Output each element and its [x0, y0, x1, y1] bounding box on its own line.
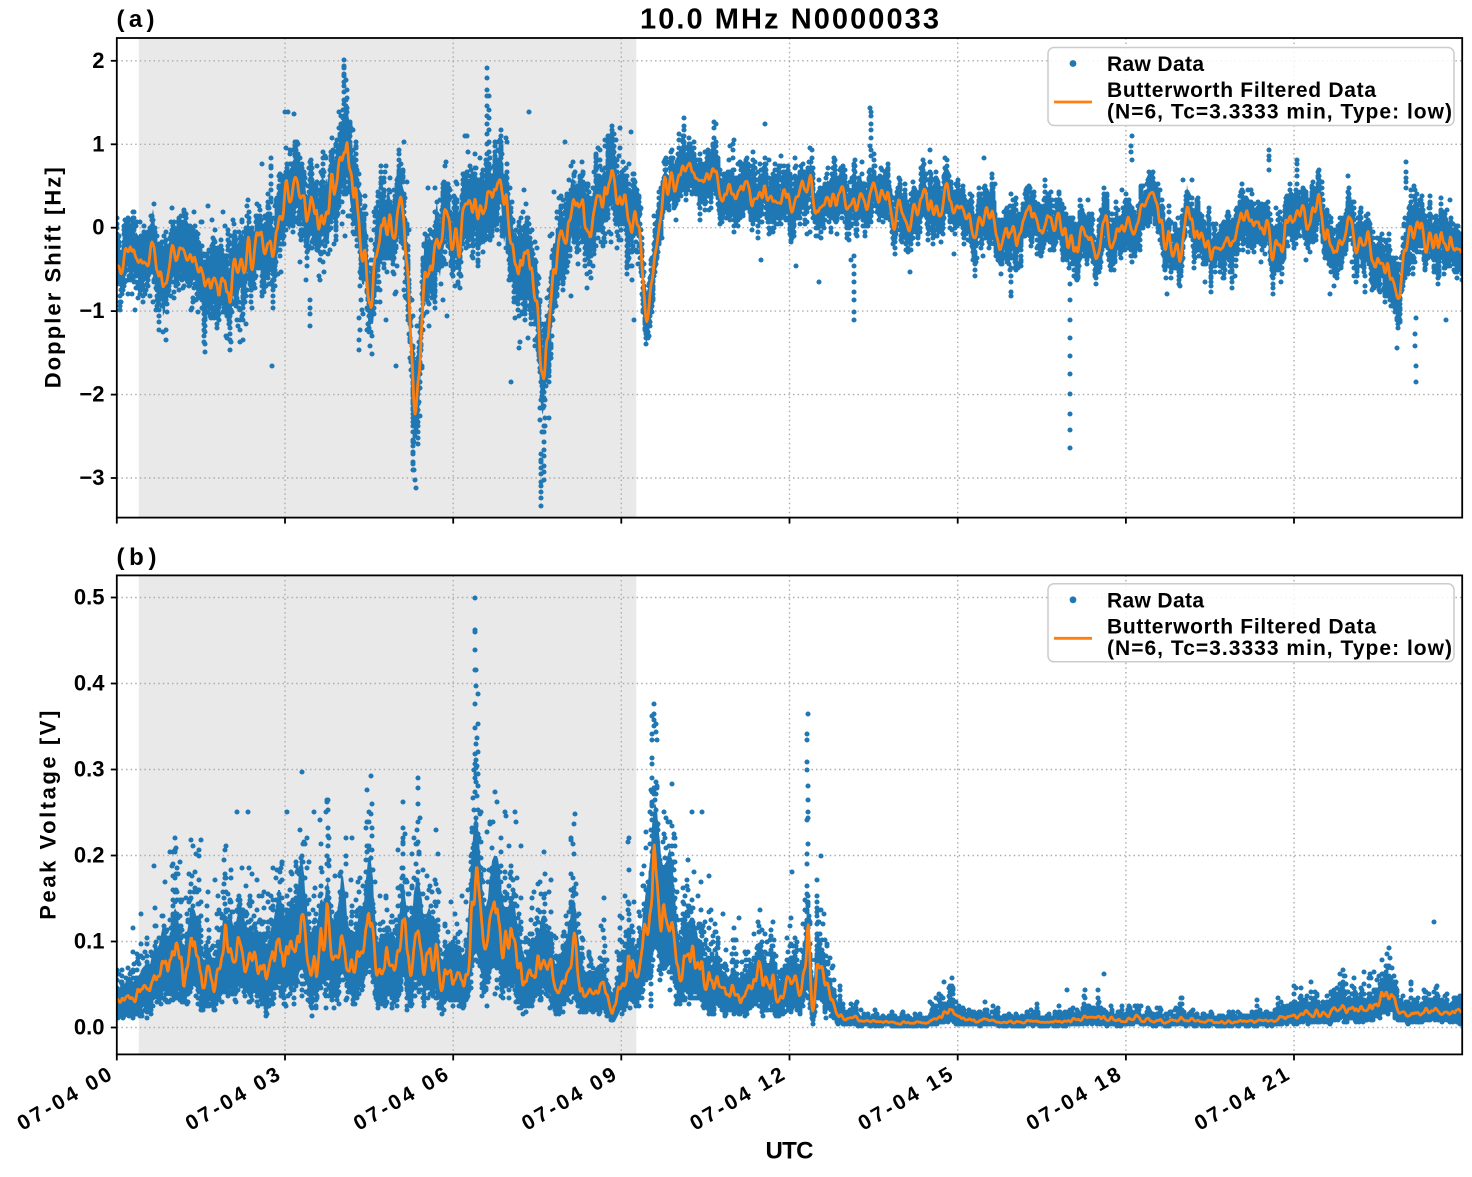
svg-text:2: 2 — [92, 48, 104, 73]
svg-text:−3: −3 — [79, 465, 104, 490]
svg-text:0.3: 0.3 — [74, 757, 105, 782]
svg-text:0.2: 0.2 — [74, 843, 105, 868]
svg-text:0.4: 0.4 — [74, 671, 105, 696]
svg-text:(N=6, Tc=3.3333 min, Type: low: (N=6, Tc=3.3333 min, Type: low) — [1107, 101, 1452, 124]
svg-text:Raw Data: Raw Data — [1107, 589, 1204, 612]
svg-text:Doppler Shift [Hz]: Doppler Shift [Hz] — [40, 167, 65, 388]
svg-text:0.5: 0.5 — [74, 585, 105, 610]
svg-text:Butterworth Filtered Data: Butterworth Filtered Data — [1107, 79, 1376, 102]
svg-text:0: 0 — [92, 215, 104, 240]
svg-text:Raw Data: Raw Data — [1107, 53, 1204, 76]
svg-text:1: 1 — [92, 131, 104, 156]
svg-text:(a): (a) — [117, 6, 155, 33]
svg-text:0.0: 0.0 — [74, 1015, 105, 1040]
svg-text:(b): (b) — [117, 544, 157, 571]
svg-text:−2: −2 — [79, 382, 104, 407]
svg-text:Peak Voltage [V]: Peak Voltage [V] — [36, 711, 61, 920]
svg-text:(N=6, Tc=3.3333 min, Type: low: (N=6, Tc=3.3333 min, Type: low) — [1107, 637, 1452, 660]
svg-text:−1: −1 — [79, 298, 104, 323]
svg-text:0.1: 0.1 — [74, 929, 105, 954]
svg-text:Butterworth Filtered Data: Butterworth Filtered Data — [1107, 615, 1376, 638]
svg-text:UTC: UTC — [766, 1138, 814, 1165]
